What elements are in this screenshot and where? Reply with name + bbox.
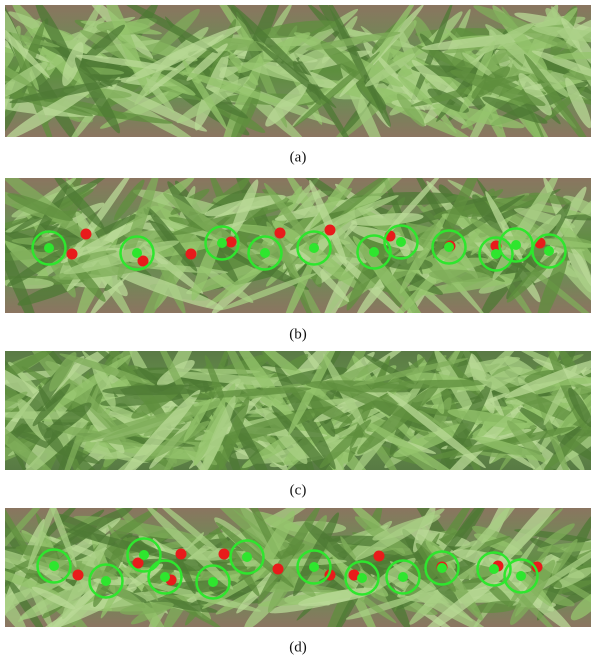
detection-dot xyxy=(396,237,406,247)
detection-dot xyxy=(139,550,149,560)
detection-dot xyxy=(309,243,319,253)
ground-truth-dot xyxy=(325,225,336,236)
ground-truth-dot xyxy=(226,237,237,248)
detection-dot xyxy=(260,248,270,258)
ground-truth-dot xyxy=(81,229,92,240)
detection-dot xyxy=(357,573,367,583)
detection-dot xyxy=(369,247,379,257)
detection-dot xyxy=(444,242,454,252)
detection-dot xyxy=(309,562,319,572)
detection-dot xyxy=(217,238,227,248)
ground-truth-dot xyxy=(374,551,385,562)
detection-dot xyxy=(49,561,59,571)
detection-dot xyxy=(132,248,142,258)
detection-dot xyxy=(44,243,54,253)
detection-dot xyxy=(242,552,252,562)
detection-dot xyxy=(516,571,526,581)
detection-dot xyxy=(101,576,111,586)
ground-truth-dot xyxy=(176,549,187,560)
panel-label: (d) xyxy=(289,639,307,655)
panel-label: (b) xyxy=(289,326,307,342)
detection-dot xyxy=(398,572,408,582)
detection-dot xyxy=(208,577,218,587)
detection-dot xyxy=(511,240,521,250)
ground-truth-dot xyxy=(186,249,197,260)
panel-image xyxy=(0,0,596,168)
detection-dot xyxy=(489,564,499,574)
ground-truth-dot xyxy=(73,570,84,581)
detection-dot xyxy=(160,572,170,582)
detection-dot xyxy=(437,563,447,573)
figure: (a) (b) (c) (d) xyxy=(0,0,596,659)
ground-truth-dot xyxy=(219,549,230,560)
detection-dot xyxy=(544,246,554,256)
ground-truth-dot xyxy=(273,564,284,575)
panel-label: (c) xyxy=(290,482,307,498)
panel-label: (a) xyxy=(290,149,307,165)
ground-truth-dot xyxy=(67,249,78,260)
ground-truth-dot xyxy=(275,228,286,239)
